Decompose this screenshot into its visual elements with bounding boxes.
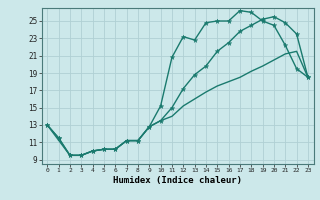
- X-axis label: Humidex (Indice chaleur): Humidex (Indice chaleur): [113, 176, 242, 185]
